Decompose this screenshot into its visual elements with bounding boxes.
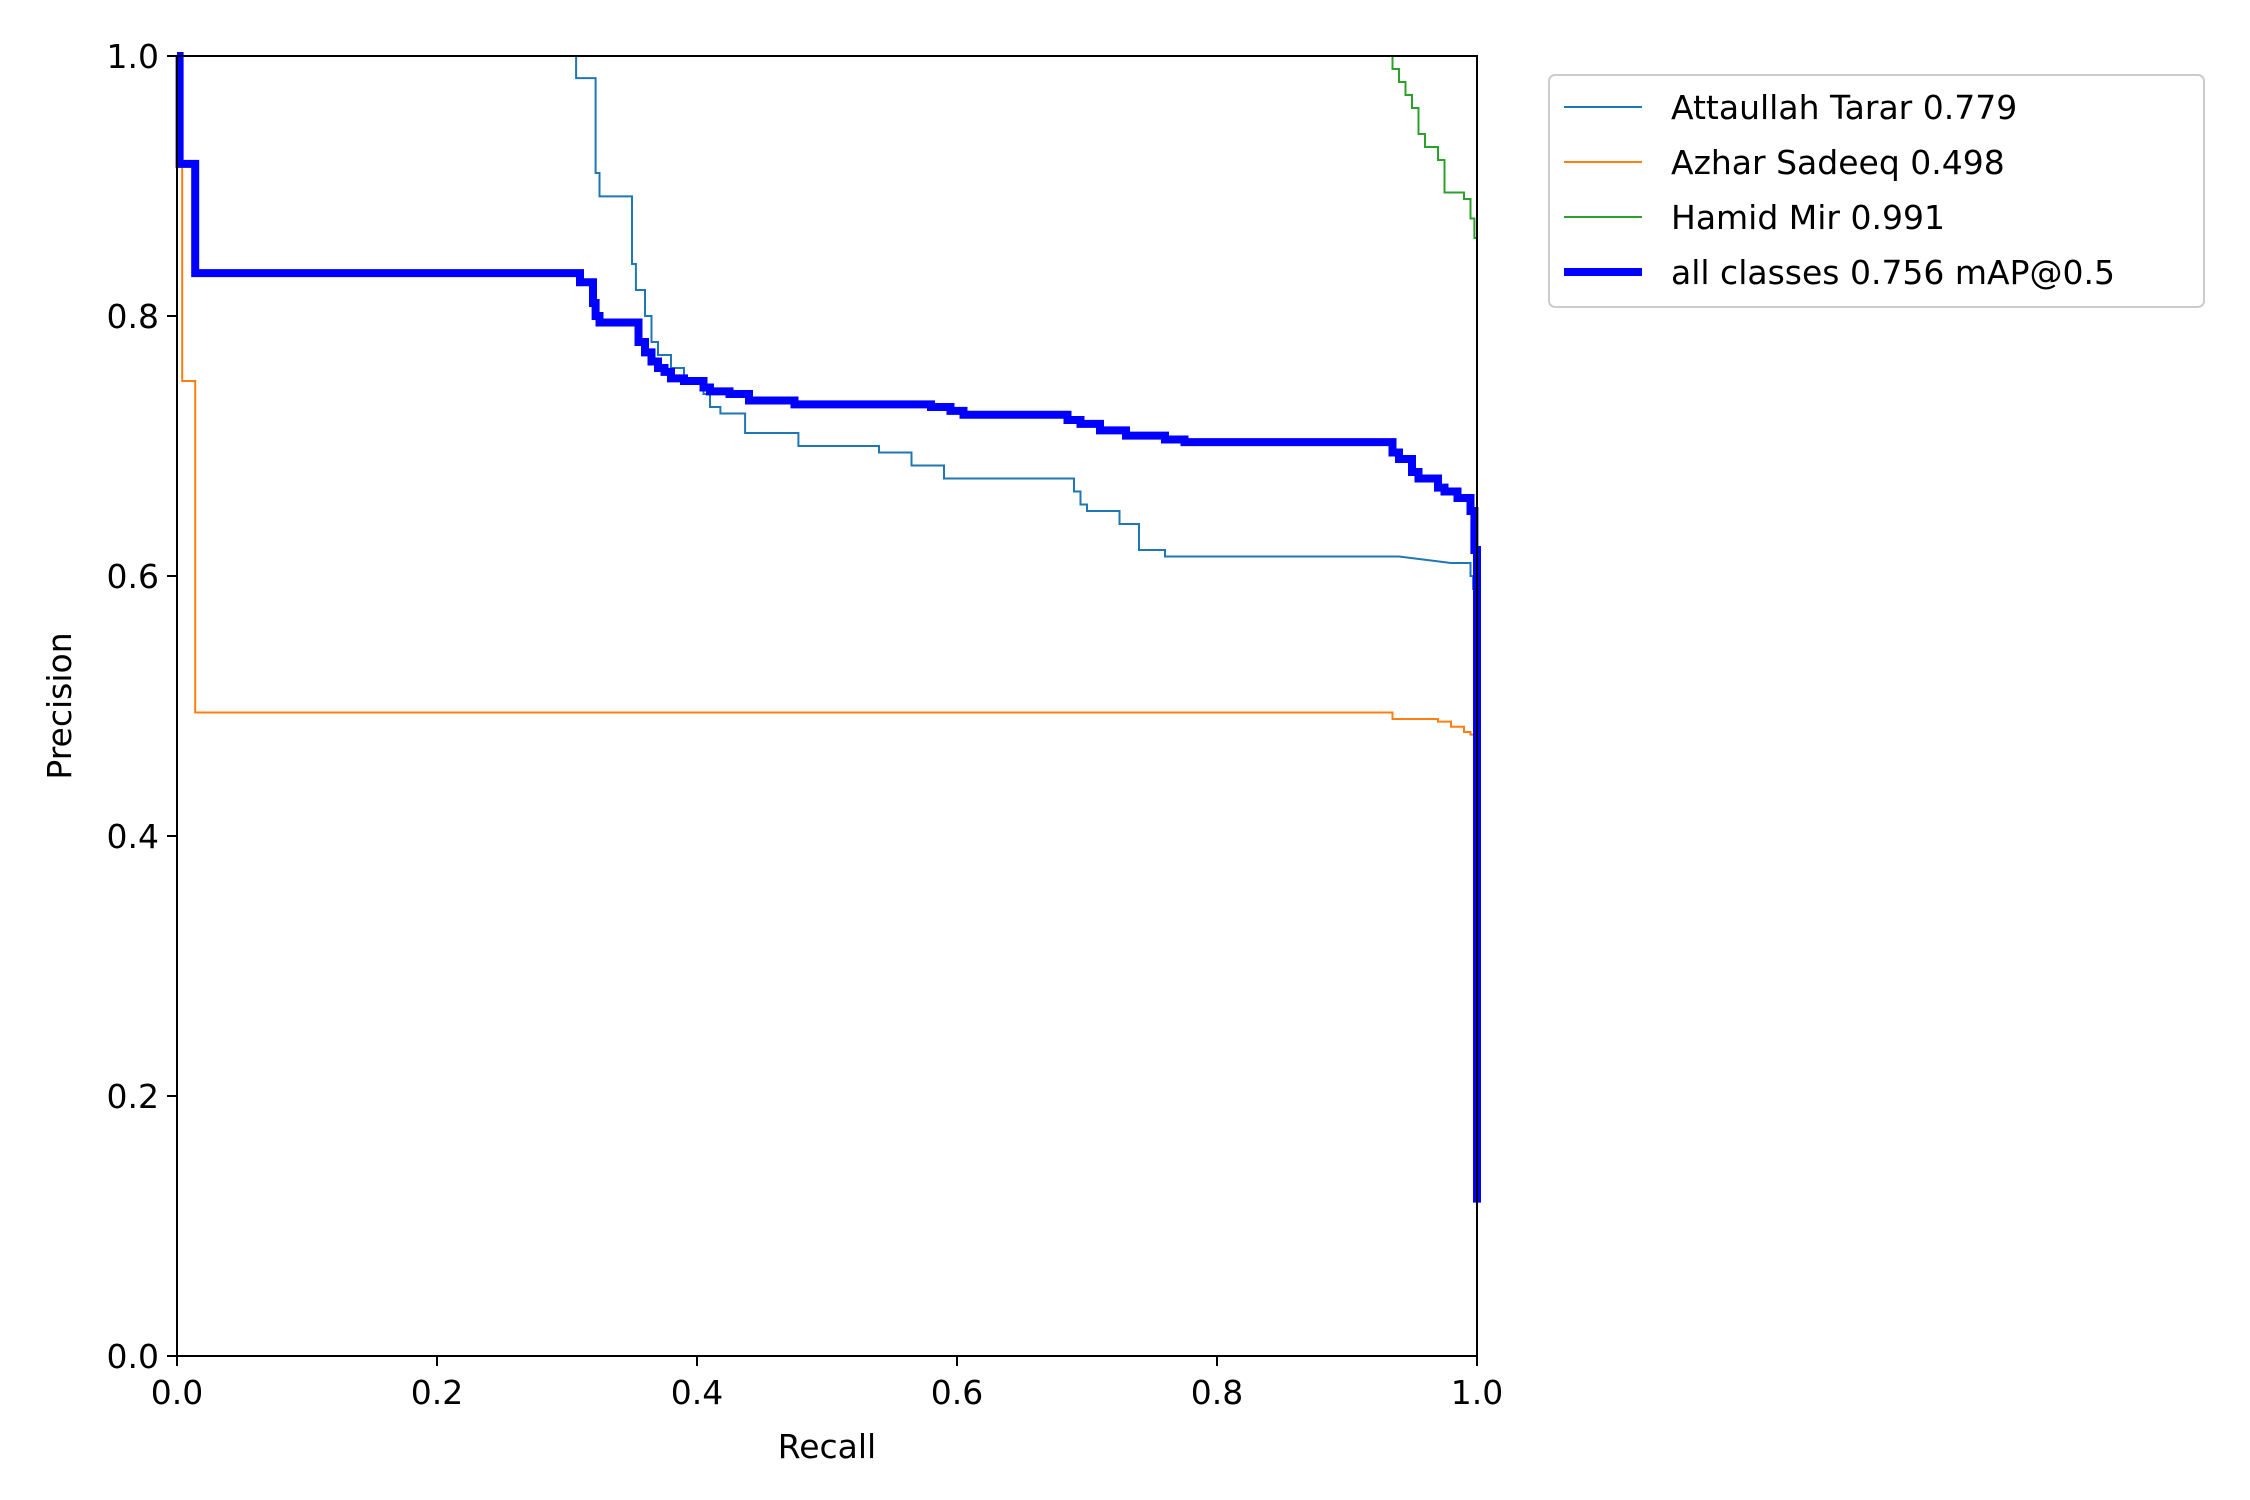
- y-tick-label: 1.0: [107, 37, 159, 76]
- plot-area: [177, 56, 1477, 1356]
- x-tick-label: 0.4: [671, 1373, 723, 1412]
- legend-box: [1548, 74, 2205, 308]
- series-line-1: [573, 55, 1477, 590]
- x-tick-label: 0.6: [931, 1373, 983, 1412]
- legend-label-4: all classes 0.756 mAP@0.5: [1671, 253, 2115, 292]
- y-tick-label: 0.0: [107, 1337, 159, 1376]
- axes-frame: [176, 55, 1478, 1357]
- x-tick-label: 0.8: [1191, 1373, 1243, 1412]
- legend-label-3: Hamid Mir 0.991: [1671, 198, 1945, 237]
- legend: Attaullah Tarar 0.779 Azhar Sadeeq 0.498 H…: [1548, 74, 2205, 308]
- axes-layer: 0.0 0.2 0.4 0.6 0.8 1.0 0.0 0.2 0.4 0.6 0.8 1.0: [107, 37, 1504, 1412]
- y-tick-label: 0.4: [107, 817, 159, 856]
- x-tick-label: 1.0: [1451, 1373, 1503, 1412]
- y-axis-label: Precision: [40, 632, 79, 779]
- x-tick-label: 0.2: [411, 1373, 463, 1412]
- series-layer: [175, 52, 1481, 1203]
- series-line-4: [175, 52, 1481, 1203]
- x-axis-label: Recall: [778, 1427, 876, 1466]
- y-tick-label: 0.8: [107, 297, 159, 336]
- legend-label-2: Azhar Sadeeq 0.498: [1671, 143, 2005, 182]
- legend-label-1: Attaullah Tarar 0.779: [1671, 88, 2017, 127]
- x-tick-label: 0.0: [151, 1373, 203, 1412]
- series-line-3: [1391, 56, 1478, 498]
- y-tick-label: 0.6: [107, 557, 159, 596]
- y-tick-label: 0.2: [107, 1077, 159, 1116]
